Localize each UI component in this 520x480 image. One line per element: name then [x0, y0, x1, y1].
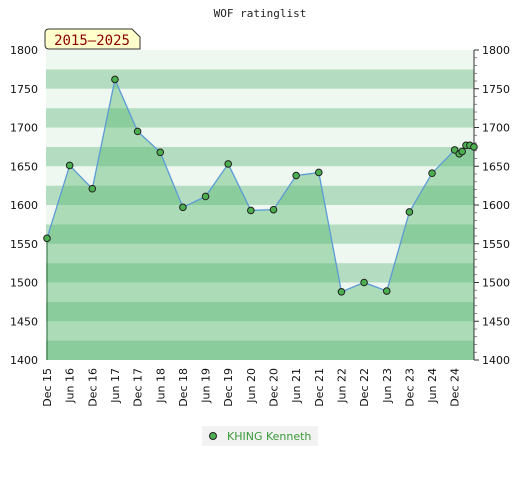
background-band: [46, 88, 474, 109]
data-point: [470, 143, 478, 151]
y-tick-label-right: 1550: [482, 238, 510, 251]
x-tick-label: Dec 19: [222, 368, 235, 407]
data-point: [224, 160, 232, 168]
x-tick-label: Dec 17: [132, 368, 145, 407]
data-point: [65, 161, 74, 170]
x-tick-label: Jun 22: [335, 368, 348, 404]
background-band: [46, 127, 474, 147]
data-point: [405, 208, 414, 216]
y-tick-label-left: 1450: [10, 315, 38, 328]
legend: KHING Kenneth: [202, 426, 318, 446]
data-point: [360, 278, 368, 287]
x-tick-label: Dec 20: [268, 368, 281, 407]
y-tick-label-right: 1600: [482, 199, 510, 212]
data-point: [156, 148, 165, 157]
y-tick-label-left: 1600: [10, 199, 38, 212]
data-point: [201, 192, 210, 201]
y-tick-label-left: 1700: [10, 122, 38, 135]
background-band: [46, 108, 474, 128]
x-tick-label: Dec 16: [86, 368, 99, 407]
x-tick-label: Dec 23: [403, 368, 416, 407]
background-band: [46, 340, 474, 360]
series-area: [47, 79, 474, 360]
y-tick-label-left: 1800: [10, 44, 38, 57]
legend-marker: [209, 432, 217, 440]
y-tick-label-right: 1800: [482, 44, 510, 57]
background-band: [46, 301, 474, 322]
x-tick-label: Jun 23: [381, 368, 394, 404]
period-badge: 2015–2025: [44, 28, 141, 50]
data-point: [247, 206, 255, 215]
data-point: [382, 287, 391, 295]
y-tick-label-right: 1400: [482, 354, 510, 367]
background-band: [46, 185, 474, 205]
background-band: [46, 243, 474, 264]
data-point: [43, 234, 51, 243]
chart-title: WOF ratinglist: [214, 7, 307, 20]
x-tick-label: Jun 19: [200, 368, 213, 404]
y-tick-label-left: 1500: [10, 277, 38, 290]
background-bands: [46, 50, 474, 360]
data-point: [269, 205, 278, 214]
data-point: [292, 171, 300, 180]
background-band: [46, 205, 474, 225]
x-tick-label: Dec 21: [313, 368, 326, 407]
period-label: 2015–2025: [54, 33, 130, 49]
y-tick-label-right: 1700: [482, 122, 510, 135]
data-point: [315, 168, 323, 177]
legend-box: [202, 426, 318, 446]
x-tick-label: Jun 18: [154, 368, 167, 404]
x-tick-label: Jun 24: [426, 368, 439, 404]
data-point: [458, 147, 466, 156]
y-tick-label-right: 1450: [482, 315, 510, 328]
background-band: [46, 166, 474, 186]
background-band: [46, 69, 474, 89]
background-band: [46, 224, 474, 244]
x-tick-label: Jun 16: [64, 368, 77, 404]
y-tick-label-left: 1400: [10, 354, 38, 367]
y-tick-label-right: 1650: [482, 160, 510, 173]
data-point: [179, 203, 187, 212]
background-band: [46, 50, 474, 70]
background-band: [46, 321, 474, 341]
data-point: [88, 184, 97, 193]
background-band: [46, 146, 474, 167]
x-tick-label: Dec 18: [177, 368, 190, 407]
data-points: [43, 75, 478, 296]
y-tick-label-right: 1750: [482, 83, 510, 96]
data-point: [428, 169, 436, 178]
background-band: [46, 263, 474, 283]
data-point: [337, 288, 346, 296]
data-point: [111, 75, 119, 84]
x-tick-label: Dec 22: [358, 368, 371, 407]
y-tick-label-right: 1500: [482, 277, 510, 290]
x-tick-label: Dec 15: [41, 368, 54, 407]
axes: 1400 1400 1450 1450 1500 1500 1550 1550 1600 1600…: [10, 44, 510, 407]
y-tick-label-left: 1550: [10, 238, 38, 251]
legend-series-name: KHING Kenneth: [227, 430, 311, 443]
x-tick-label: Dec 24: [449, 368, 462, 407]
background-band: [46, 282, 474, 302]
x-tick-label: Jun 20: [245, 368, 258, 404]
data-point: [133, 127, 142, 136]
y-tick-label-left: 1650: [10, 160, 38, 173]
x-tick-label: Jun 21: [290, 368, 303, 404]
period-badge-box: [44, 28, 141, 50]
y-tick-label-left: 1750: [10, 83, 38, 96]
x-tick-label: Jun 17: [109, 368, 122, 404]
